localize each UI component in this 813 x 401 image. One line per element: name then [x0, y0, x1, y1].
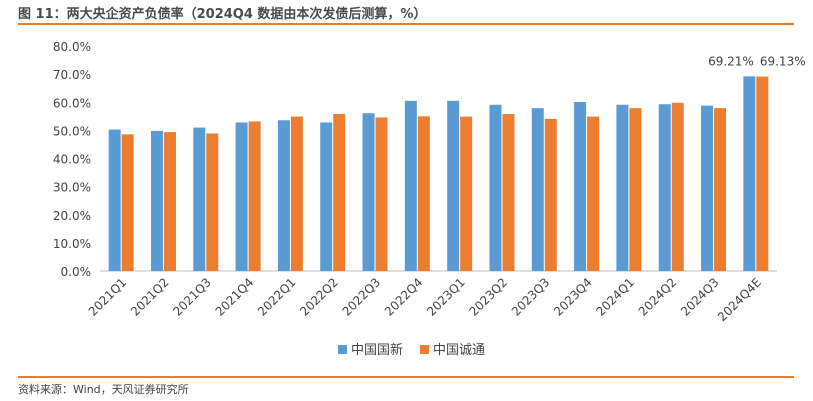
x-tick-label: 2023Q4 — [551, 275, 595, 319]
bar-guoxin — [531, 108, 544, 271]
bar-chart: 0.0% 10.0% 20.0% 30.0% 40.0% 50.0% 60.0% 70.0% 8… — [53, 40, 806, 358]
x-tick-label: 2023Q1 — [424, 275, 468, 319]
bar-chengtong — [502, 114, 515, 271]
legend-swatch — [420, 345, 429, 354]
x-tick-label: 2022Q2 — [297, 275, 341, 319]
x-tick-label: 2023Q2 — [467, 275, 511, 319]
y-tick-label: 70.0% — [53, 68, 91, 82]
bar-guoxin — [193, 127, 206, 271]
legend-label: 中国诚通 — [433, 343, 485, 358]
bar-chengtong — [206, 133, 219, 271]
bar-chengtong — [714, 108, 727, 271]
x-tick-label: 2024Q2 — [636, 275, 680, 319]
x-tick-label: 2021Q3 — [170, 275, 214, 319]
x-tick-label: 2024Q1 — [593, 275, 637, 319]
bar-guoxin — [743, 76, 756, 271]
x-tick-label: 2022Q1 — [255, 275, 299, 319]
y-tick-label: 50.0% — [53, 124, 91, 138]
bar-guoxin — [616, 104, 629, 271]
bar-chengtong — [121, 134, 134, 271]
x-tick-label: 2022Q4 — [382, 275, 426, 319]
bar-guoxin — [362, 113, 375, 271]
y-tick-label: 60.0% — [53, 96, 91, 110]
bar-guoxin — [658, 104, 671, 271]
x-tick-label: 2021Q1 — [86, 275, 130, 319]
bar-guoxin — [404, 100, 417, 271]
bar-chengtong — [290, 116, 303, 271]
y-tick-label: 30.0% — [53, 181, 91, 195]
legend-swatch — [338, 345, 347, 354]
legend-label: 中国国新 — [351, 342, 403, 358]
x-tick-label: 2023Q3 — [509, 275, 553, 319]
bar-chengtong — [629, 108, 642, 271]
bar-chengtong — [248, 121, 261, 271]
y-tick-label: 10.0% — [53, 237, 91, 251]
bar-chengtong — [333, 114, 346, 271]
bar-guoxin — [108, 129, 121, 271]
bar-guoxin — [447, 100, 460, 271]
x-tick-label: 2021Q4 — [213, 275, 257, 319]
x-tick-label: 2021Q2 — [128, 275, 172, 319]
bar-chengtong — [163, 132, 176, 271]
data-label: 69.21% — [708, 54, 754, 68]
bar-guoxin — [574, 101, 587, 271]
bar-chengtong — [544, 118, 557, 271]
bar-chengtong — [375, 117, 388, 271]
bar-guoxin — [320, 122, 333, 271]
y-tick-label: 0.0% — [61, 265, 92, 279]
x-tick-label: 2024Q3 — [678, 275, 722, 319]
x-tick-label: 2024Q4E — [715, 275, 764, 324]
x-tick-label: 2022Q3 — [340, 275, 384, 319]
y-tick-label: 20.0% — [53, 209, 91, 223]
y-tick-label: 40.0% — [53, 153, 91, 167]
y-tick-label: 80.0% — [53, 40, 91, 54]
chart-title: 图 11：两大央企资产负债率（2024Q4 数据由本次发债后测算，%） — [18, 7, 427, 22]
bar-guoxin — [235, 122, 248, 271]
source-note: 资料来源：Wind，天风证券研究所 — [18, 383, 189, 396]
bottom-divider — [18, 376, 794, 378]
bar-chengtong — [417, 116, 430, 271]
bar-guoxin — [150, 130, 163, 271]
bar-chengtong — [587, 116, 600, 271]
top-divider — [18, 23, 794, 25]
data-label: 69.13% — [760, 55, 806, 69]
bar-chengtong — [460, 116, 473, 271]
bar-chengtong — [756, 76, 769, 272]
bar-guoxin — [489, 104, 502, 271]
bar-guoxin — [701, 105, 714, 271]
bar-chengtong — [671, 102, 684, 271]
bar-guoxin — [277, 120, 290, 271]
